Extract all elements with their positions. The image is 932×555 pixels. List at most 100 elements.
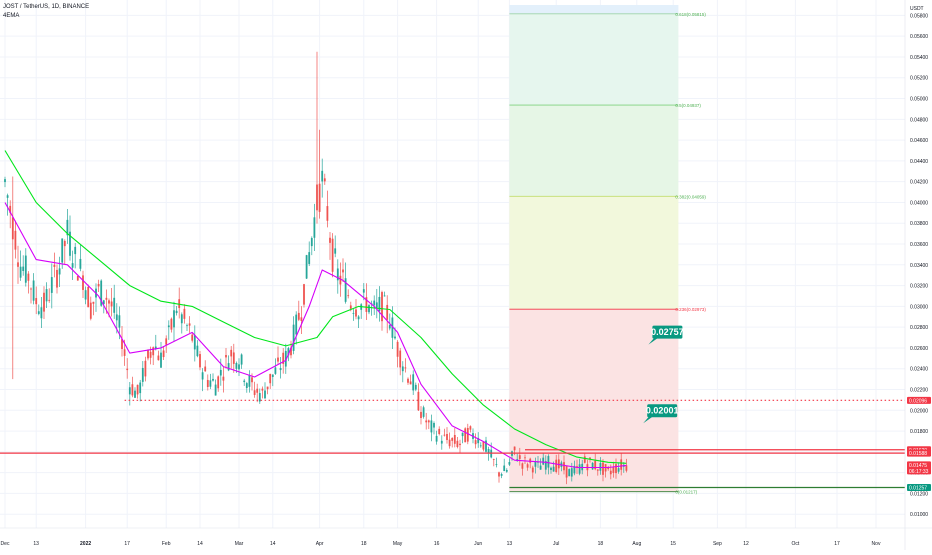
candle-body <box>396 341 399 357</box>
symbol-title: JOST / TetherUS, 1D, BINANCE <box>3 4 90 10</box>
candle-body <box>336 268 339 281</box>
candle-body <box>61 238 64 263</box>
candle-body <box>92 301 95 304</box>
candle-body <box>212 378 214 381</box>
candle-body <box>547 456 550 468</box>
candle-body <box>531 467 534 473</box>
fib-band-teal <box>509 13 679 106</box>
candle-body <box>310 238 313 247</box>
candle-body <box>100 280 103 306</box>
candle-body <box>427 420 430 423</box>
fib-band-green <box>509 105 679 197</box>
candle-body <box>58 268 61 275</box>
candle-body <box>378 296 381 312</box>
candle-body <box>357 316 360 320</box>
candle-body <box>139 382 142 394</box>
price-tag-countdown: 06:17:33 <box>909 469 929 475</box>
candle-body <box>45 289 48 302</box>
price-axis-tick: 0.03200 <box>910 284 928 290</box>
candle-body <box>152 347 155 356</box>
candle-body <box>266 386 269 390</box>
candle-body <box>451 438 454 441</box>
price-axis-tick: 0.02400 <box>910 367 928 373</box>
candle-body <box>576 466 578 468</box>
grid-lines <box>0 0 905 528</box>
price-axis-tick: 0.04200 <box>910 180 928 186</box>
candle-body <box>596 469 599 471</box>
candle-body <box>563 462 565 471</box>
candle-body <box>477 437 480 444</box>
candle-body <box>617 468 620 472</box>
candle-body <box>344 278 347 302</box>
candle-body <box>258 393 261 402</box>
candle-body <box>279 368 282 371</box>
price-axis-tick: 0.03400 <box>910 263 928 269</box>
candle-body <box>225 355 227 358</box>
candle-body <box>284 350 287 367</box>
time-axis-tick: 17 <box>834 541 840 547</box>
price-callout: 0.02001 <box>643 404 678 424</box>
candle-body <box>368 305 370 313</box>
chart-header: JOST / TetherUS, 1D, BINANCE 4EMA <box>3 3 89 21</box>
candle-body <box>74 246 77 255</box>
price-axis-tick: 0.02200 <box>910 388 928 394</box>
ema-fast-line <box>4 202 627 469</box>
candle-body <box>290 347 292 356</box>
candle-body <box>199 354 201 368</box>
candle-body <box>9 205 12 213</box>
candle-body <box>295 314 298 335</box>
time-axis-tick: 15 <box>670 541 676 547</box>
candle-body <box>557 459 560 469</box>
candle-body <box>134 390 136 398</box>
price-tag-text: 0.01588 <box>909 451 927 457</box>
candle-body <box>56 269 58 288</box>
candle-body <box>391 317 394 338</box>
candle-body <box>157 355 160 361</box>
price-axis-tick: 0.05800 <box>910 13 928 19</box>
candle-body <box>180 314 183 324</box>
candle-body <box>505 469 508 472</box>
candle-body <box>53 264 56 267</box>
candle-body <box>375 302 378 308</box>
time-axis-tick: Oct <box>792 541 800 547</box>
candle-body <box>105 297 108 300</box>
candle-body <box>230 349 233 357</box>
price-axis-tick: 0.05200 <box>910 76 928 82</box>
candle-body <box>534 461 537 467</box>
time-axis-tick: Jun <box>474 541 482 547</box>
candle-body <box>321 170 324 182</box>
candle-body <box>178 299 181 309</box>
candle-body <box>219 369 222 376</box>
candle-body <box>264 390 266 399</box>
candle-body <box>19 266 22 278</box>
candle-body <box>602 462 604 475</box>
price-axis-tick: 0.04400 <box>910 159 928 165</box>
time-axis-tick: 12 <box>743 541 749 547</box>
fib-band-lime <box>509 196 679 310</box>
candle-body <box>425 420 428 423</box>
candle-body <box>251 377 253 383</box>
candle-body <box>568 469 571 477</box>
candle-body <box>362 289 365 293</box>
price-axis-tick: 0.05400 <box>910 55 928 61</box>
candle-body <box>27 273 30 281</box>
candle-body <box>331 238 334 272</box>
candle-body <box>550 467 552 471</box>
price-tag-bg <box>907 461 931 475</box>
candle-body <box>518 455 521 459</box>
candle-body <box>479 445 482 447</box>
candle-body <box>113 297 116 313</box>
candle-body <box>409 381 412 385</box>
candle-body <box>464 428 467 443</box>
candle-body <box>173 310 175 328</box>
candle-body <box>394 336 396 339</box>
time-axis-tick: Apr <box>316 541 324 547</box>
candle-body <box>43 292 45 312</box>
candle-body <box>243 380 246 383</box>
price-tag-text: 0.02096 <box>909 398 927 404</box>
candle-body <box>300 317 303 321</box>
candle-body <box>50 277 53 293</box>
time-axis-tick: 13 <box>33 541 39 547</box>
candle-body <box>123 349 126 356</box>
